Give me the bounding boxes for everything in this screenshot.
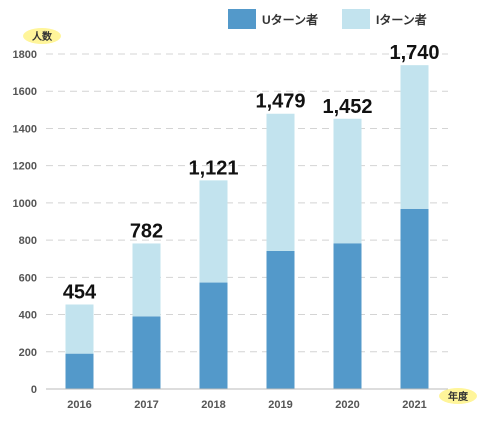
- legend-label-u-turn: Uターン者: [262, 12, 318, 27]
- bar-total-label: 1,452: [322, 96, 372, 118]
- y-tick-label: 1600: [13, 86, 37, 98]
- x-axis-label-highlight: [439, 388, 477, 404]
- x-tick-label: 2017: [134, 399, 158, 411]
- bar-segment-i-turn: [266, 113, 295, 251]
- y-tick-label: 1200: [13, 161, 37, 173]
- y-tick-label: 1800: [13, 49, 37, 61]
- bar-total-label: 1,740: [389, 42, 439, 64]
- bar-total-label: 1,479: [255, 91, 305, 113]
- bar-segment-u-turn: [266, 250, 295, 389]
- legend-label-i-turn: Iターン者: [376, 12, 427, 27]
- x-tick-label: 2019: [268, 399, 292, 411]
- x-tick-label: 2018: [201, 399, 225, 411]
- bar-total-labels: 454 782 1,121 1,479 1,452 1,740: [63, 42, 440, 303]
- bar-segment-i-turn: [132, 243, 161, 317]
- legend: Uターン者 Iターン者: [228, 9, 427, 29]
- x-axis-label: 年度: [448, 390, 469, 403]
- bar-segment-u-turn: [132, 316, 161, 389]
- x-tick-label: 2020: [335, 399, 359, 411]
- bar-segment-u-turn: [65, 353, 94, 389]
- bar-segment-i-turn: [199, 180, 228, 283]
- y-tick-label: 200: [19, 347, 37, 359]
- y-tick-label: 1000: [13, 198, 37, 210]
- y-axis-label: 人数: [32, 30, 53, 43]
- bar-segment-u-turn: [400, 208, 429, 389]
- bar-total-label: 454: [63, 282, 97, 304]
- gridlines: [46, 53, 448, 353]
- x-tick-label: 2021: [402, 399, 426, 411]
- y-tick-label: 0: [31, 384, 37, 396]
- x-tick-label: 2016: [67, 399, 91, 411]
- axes: 0 200 400 600 800 1000 1200 1400 1600 1800 2016 201…: [13, 49, 448, 411]
- legend-swatch-i-turn: [342, 9, 370, 29]
- bar-segment-u-turn: [199, 282, 228, 389]
- y-tick-label: 600: [19, 272, 37, 284]
- y-axis-label-highlight: [23, 28, 61, 44]
- bar-segment-i-turn: [333, 118, 362, 244]
- bar-total-label: 1,121: [188, 157, 238, 179]
- x-axis-label-badge: 年度: [439, 388, 477, 404]
- y-tick-label: 400: [19, 310, 37, 322]
- bar-segment-i-turn: [400, 65, 429, 209]
- legend-swatch-u-turn: [228, 9, 256, 29]
- bar-segment-i-turn: [65, 304, 94, 354]
- y-axis-label-badge: 人数: [23, 28, 61, 44]
- bar-segment-u-turn: [333, 243, 362, 389]
- y-tick-label: 1400: [13, 123, 37, 135]
- bars: [65, 65, 429, 389]
- y-tick-label: 800: [19, 235, 37, 247]
- bar-total-label: 782: [130, 220, 163, 242]
